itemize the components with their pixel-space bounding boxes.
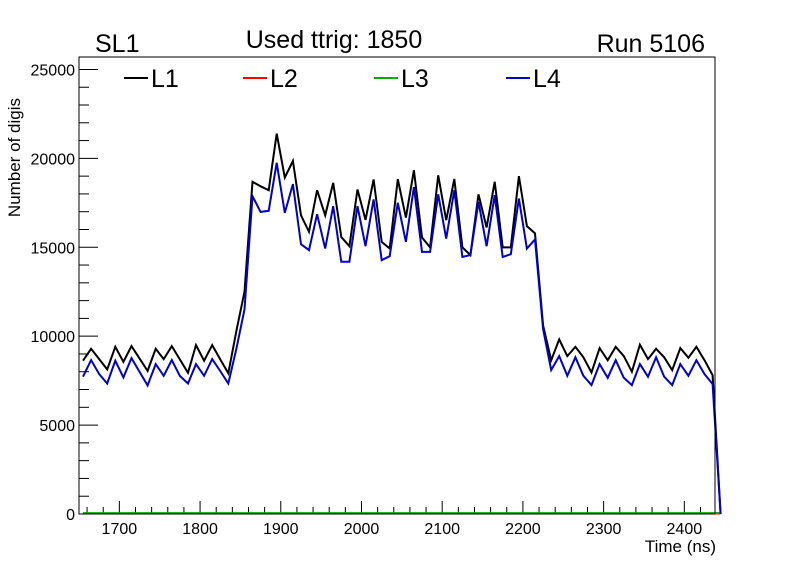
legend-label: L1 — [151, 65, 179, 93]
x-tick-label: 2300 — [586, 521, 622, 538]
legend-entry-l4: L4 — [506, 65, 561, 93]
y-axis-label: Number of digis — [5, 98, 24, 217]
legend-entry-l3: L3 — [374, 65, 429, 93]
x-axis-label: Time (ns) — [645, 537, 716, 556]
x-tick-label: 2100 — [424, 521, 460, 538]
legend-label: L4 — [533, 65, 561, 93]
plot-frame — [78, 56, 716, 515]
y-tick-label: 10000 — [31, 329, 76, 346]
x-tick-label: 2000 — [344, 521, 380, 538]
y-tick-label: 0 — [66, 507, 75, 524]
series-line-l4 — [82, 162, 722, 515]
axis-ticks: 1700 1800 1900 2000 2100 2200 2300 2400 0 5000 100… — [31, 62, 703, 538]
legend-label: L2 — [270, 65, 298, 93]
x-tick-label: 2200 — [505, 521, 541, 538]
series-line-l1 — [82, 133, 722, 515]
y-tick-label: 5000 — [39, 418, 75, 435]
x-tick-label: 2400 — [667, 521, 703, 538]
legend-label: L3 — [401, 65, 429, 93]
title-left: SL1 — [95, 30, 139, 58]
x-tick-label: 1800 — [182, 521, 218, 538]
y-tick-label: 15000 — [31, 240, 76, 257]
chart-title: Used ttrig: 1850 — [246, 26, 423, 54]
title-right: Run 5106 — [597, 30, 705, 58]
y-tick-label: 20000 — [31, 151, 76, 168]
legend-entry-l1: L1 — [124, 65, 179, 93]
y-tick-label: 25000 — [31, 62, 76, 79]
legend: L1 L2 L3 L4 — [124, 65, 561, 93]
legend-entry-l2: L2 — [243, 65, 298, 93]
x-tick-label: 1900 — [263, 521, 299, 538]
x-tick-label: 1700 — [102, 521, 138, 538]
